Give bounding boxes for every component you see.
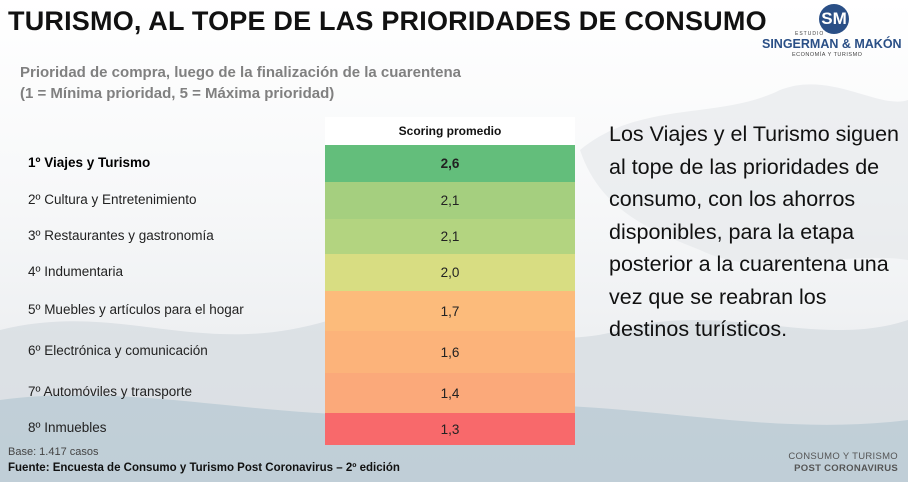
table-row-score: 2,6	[325, 145, 575, 182]
table-row-label: 1º Viajes y Turismo	[28, 154, 151, 170]
logo-tagline: ECONOMÍA Y TURISMO	[792, 52, 863, 58]
subtitle-line-1: Prioridad de compra, luego de la finaliz…	[20, 64, 461, 81]
company-logo: SM ESTUDIO SINGERMAN & MAKÓN ECONOMÍA Y …	[762, 4, 902, 58]
table-row-label: 7º Automóviles y transporte	[28, 384, 193, 399]
subtitle: Prioridad de compra, luego de la finaliz…	[20, 62, 461, 104]
table-row-score: 2,1	[325, 219, 575, 254]
table-row-label: 5º Muebles y artículos para el hogar	[28, 302, 244, 317]
table-row-score: 2,1	[325, 182, 575, 219]
table-row-score: 1,6	[325, 331, 575, 373]
commentary-text: Los Viajes y el Turismo siguen al tope d…	[609, 122, 899, 341]
table-row-score: 1,3	[325, 413, 575, 445]
footer-brand: CONSUMO Y TURISMO POST CORONAVIRUS	[788, 451, 898, 475]
table-row-label: 8º Inmuebles	[28, 420, 107, 435]
table-row-label: 3º Restaurantes y gastronomía	[28, 227, 214, 243]
table-row-score: 1,7	[325, 291, 575, 331]
table-row-label: 6º Electrónica y comunicación	[28, 343, 208, 358]
footer-line-1: CONSUMO Y TURISMO	[788, 451, 898, 462]
logo-name: SINGERMAN & MAKÓN	[762, 37, 902, 51]
logo-studio-label: ESTUDIO	[795, 31, 825, 37]
table-row-label: 2º Cultura y Entretenimiento	[28, 191, 197, 207]
subtitle-line-2: (1 = Mínima prioridad, 5 = Máxima priori…	[20, 85, 335, 102]
table-row-score: 2,0	[325, 254, 575, 291]
table-row-label: 4º Indumentaria	[28, 263, 123, 279]
table-header-scoring: Scoring promedio	[325, 117, 575, 146]
footer-line-2: POST CORONAVIRUS	[794, 463, 898, 474]
page-title: TURISMO, AL TOPE DE LAS PRIORIDADES DE C…	[8, 6, 767, 36]
logo-monogram: SM	[819, 4, 849, 34]
source-note: Fuente: Encuesta de Consumo y Turismo Po…	[8, 462, 400, 474]
table-row-score: 1,4	[325, 373, 575, 413]
base-note: Base: 1.417 casos	[8, 446, 99, 458]
